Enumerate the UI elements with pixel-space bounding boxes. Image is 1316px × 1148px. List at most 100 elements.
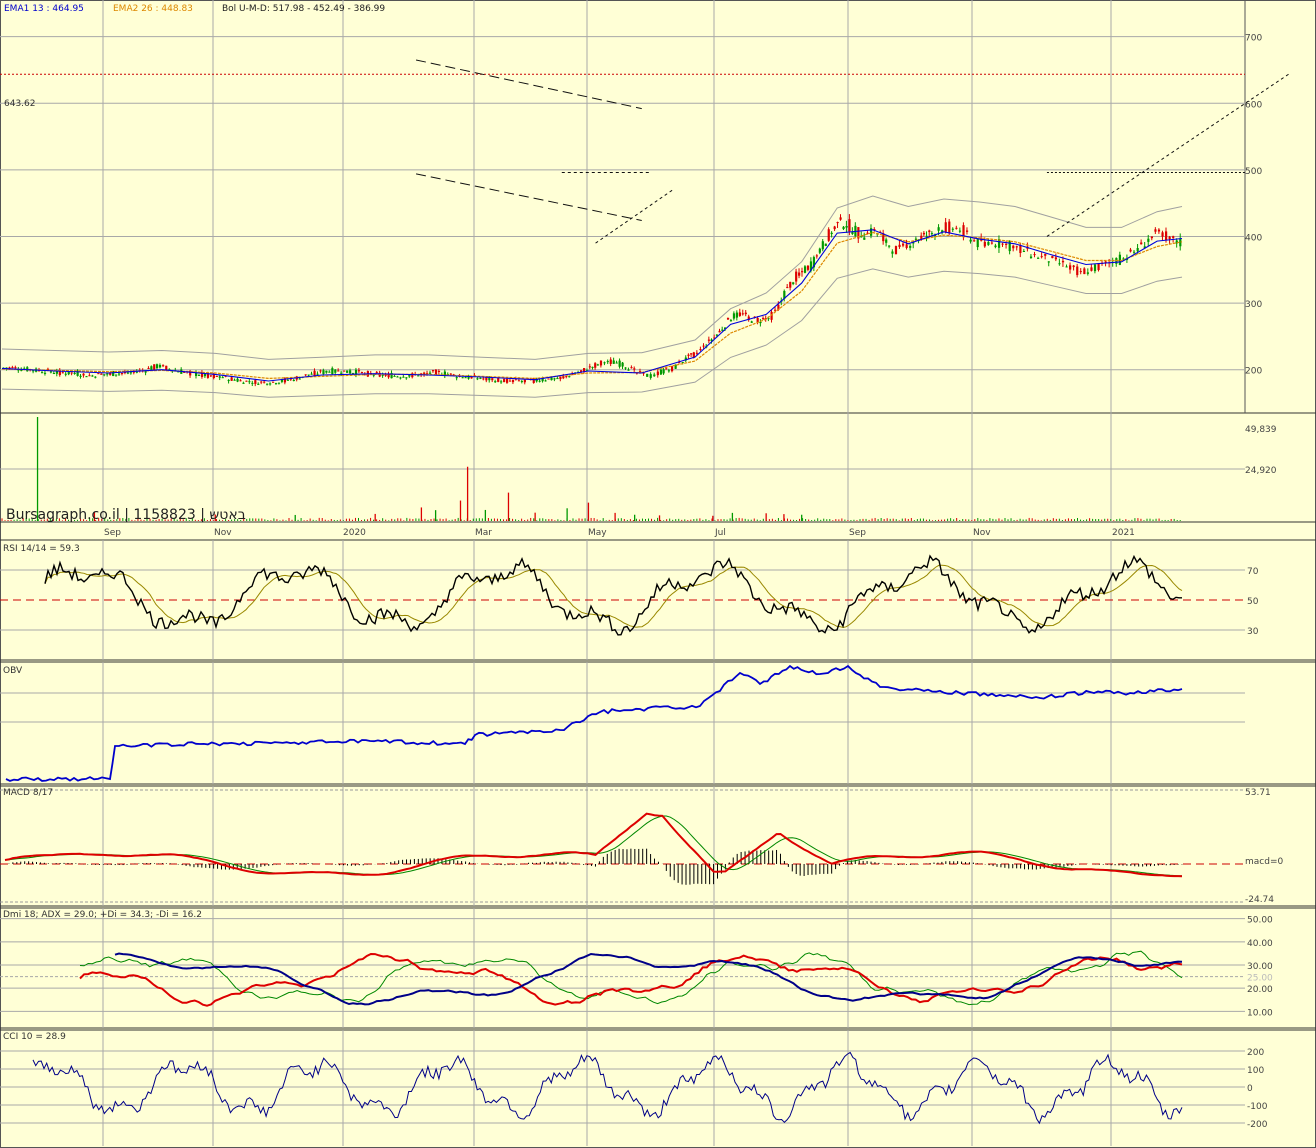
candle-body bbox=[1172, 236, 1175, 238]
candle-body bbox=[476, 378, 479, 380]
x-tick-label: May bbox=[588, 528, 607, 538]
candle-body bbox=[1005, 243, 1008, 245]
candle-body bbox=[343, 370, 346, 372]
candle-body bbox=[695, 352, 699, 354]
candle-body bbox=[891, 251, 894, 254]
candle-body bbox=[115, 374, 118, 376]
candle-body bbox=[1076, 266, 1079, 276]
candle-body bbox=[349, 370, 352, 374]
obv-panel bbox=[0, 664, 1245, 782]
candle-body bbox=[384, 374, 387, 376]
candle-body bbox=[32, 370, 35, 372]
candle-body bbox=[455, 377, 458, 379]
candle-body bbox=[360, 372, 364, 374]
candle-body bbox=[325, 370, 328, 373]
candle-body bbox=[470, 376, 473, 379]
candle-body bbox=[894, 246, 898, 255]
candle-body bbox=[135, 371, 138, 373]
candle-body bbox=[82, 373, 85, 376]
candle-body bbox=[930, 233, 934, 235]
candle-body bbox=[434, 369, 438, 376]
candle-body bbox=[653, 374, 656, 377]
dmi-tick-label: 20.00 bbox=[1247, 985, 1273, 995]
candle-body bbox=[405, 377, 408, 379]
candle-body bbox=[274, 383, 278, 385]
candle-body bbox=[162, 365, 165, 367]
candle-body bbox=[684, 357, 687, 361]
candle-body bbox=[153, 364, 156, 370]
candle-body bbox=[842, 226, 845, 230]
candle-body bbox=[905, 244, 908, 248]
candle-body bbox=[319, 370, 322, 372]
candle-body bbox=[23, 368, 26, 370]
x-tick-label: Sep bbox=[849, 528, 866, 538]
candle-body bbox=[197, 374, 201, 376]
candle-body bbox=[821, 241, 824, 250]
candle-body bbox=[257, 383, 260, 385]
candle-body bbox=[73, 372, 76, 374]
trend-channel-line bbox=[415, 173, 642, 221]
macd-line bbox=[4, 812, 1183, 878]
trend-channel-line bbox=[415, 59, 642, 110]
candle-body bbox=[266, 383, 269, 385]
candle-body bbox=[633, 368, 636, 370]
candle-body bbox=[777, 304, 780, 310]
candle-body bbox=[346, 370, 349, 373]
candle-body bbox=[79, 375, 82, 377]
candle-body bbox=[898, 244, 901, 247]
rsi-tick-label: 50 bbox=[1247, 597, 1259, 607]
candle-body bbox=[426, 373, 429, 375]
candle-body bbox=[117, 373, 121, 375]
candle-body bbox=[713, 337, 716, 339]
candle-body bbox=[64, 373, 67, 375]
candle-body bbox=[958, 230, 962, 232]
x-tick-label: 2021 bbox=[1112, 528, 1135, 538]
candle-body bbox=[1150, 236, 1153, 239]
x-tick-label: Mar bbox=[475, 528, 492, 538]
candle-body bbox=[646, 373, 649, 377]
candle-body bbox=[538, 380, 541, 382]
candle-body bbox=[411, 373, 414, 378]
candle-body bbox=[195, 371, 198, 376]
candle-body bbox=[1033, 254, 1036, 256]
candle-body bbox=[638, 371, 642, 373]
candle-body bbox=[969, 239, 972, 242]
candle-body bbox=[408, 374, 411, 377]
candle-body bbox=[109, 372, 112, 375]
candle-body bbox=[870, 228, 873, 236]
candle-body bbox=[129, 372, 133, 374]
candle-body bbox=[479, 377, 482, 379]
breakout-trend-line bbox=[1046, 72, 1291, 237]
cci-tick-label: 200 bbox=[1247, 1048, 1264, 1058]
candle-body bbox=[126, 372, 130, 374]
candle-body bbox=[990, 242, 994, 244]
candle-body bbox=[690, 353, 693, 355]
candle-body bbox=[627, 369, 630, 371]
candle-body bbox=[591, 366, 594, 368]
ema2-line bbox=[1, 231, 1183, 380]
candle-body bbox=[227, 380, 230, 382]
candle-body bbox=[316, 373, 319, 375]
candle-body bbox=[1086, 272, 1090, 274]
candle-body bbox=[1104, 261, 1107, 263]
candle-body bbox=[242, 382, 245, 384]
candle-body bbox=[11, 367, 14, 369]
candle-body bbox=[393, 375, 396, 377]
candle-body bbox=[568, 376, 571, 378]
candle-body bbox=[994, 245, 997, 248]
candle-body bbox=[559, 376, 562, 380]
candle-body bbox=[718, 330, 721, 333]
candle-body bbox=[1019, 245, 1022, 254]
volume-tick-mid: 24,920 bbox=[1245, 466, 1277, 476]
candle-body bbox=[809, 261, 813, 271]
candle-body bbox=[1065, 266, 1068, 268]
candle-body bbox=[20, 369, 23, 371]
candle-body bbox=[200, 372, 204, 377]
candle-body bbox=[165, 365, 168, 371]
candle-body bbox=[588, 366, 591, 368]
candle-body bbox=[144, 371, 147, 373]
candle-body bbox=[580, 370, 583, 372]
candle-body bbox=[674, 364, 677, 369]
candle-body bbox=[798, 272, 801, 276]
candle-body bbox=[233, 379, 236, 381]
